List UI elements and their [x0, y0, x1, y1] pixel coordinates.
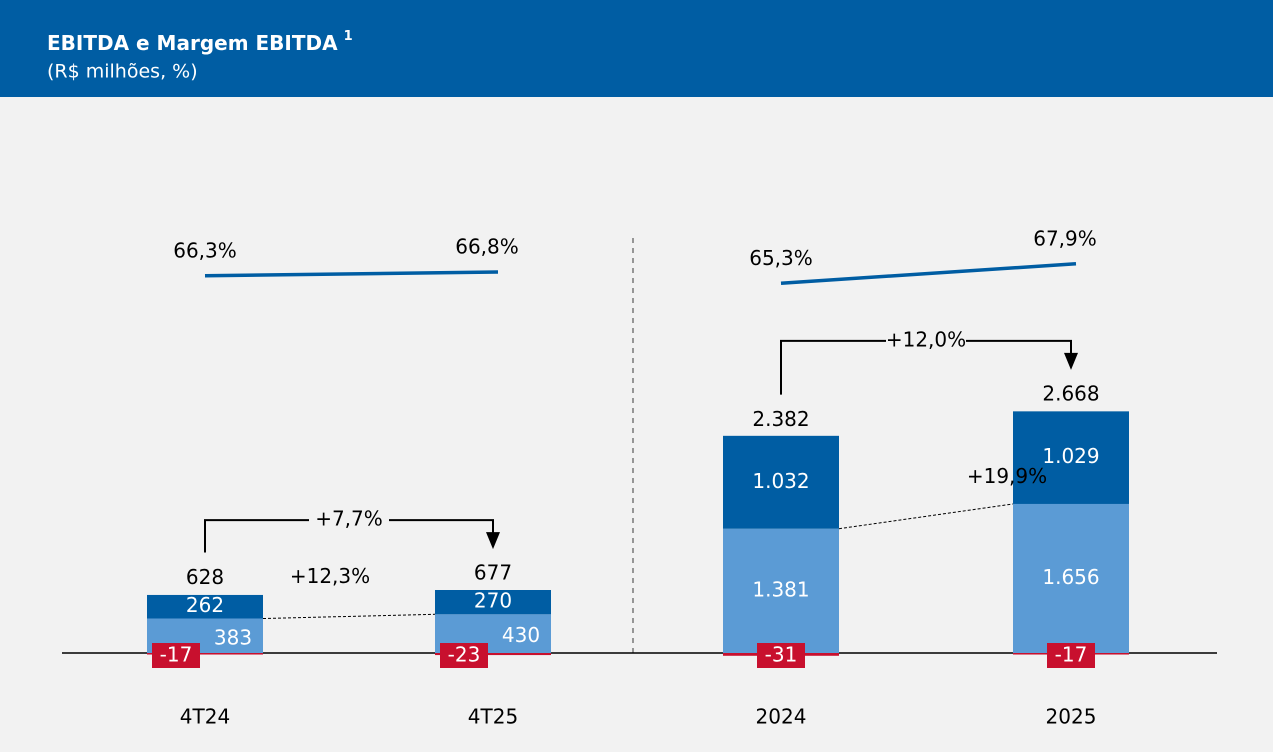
data-label: 383 — [214, 625, 252, 649]
data-label: -17 — [1055, 643, 1088, 667]
x-tick-label: 2024 — [756, 705, 807, 729]
data-label: 262 — [186, 593, 224, 617]
margin-label: 66,8% — [455, 235, 519, 259]
x-tick-label: 4T24 — [180, 705, 230, 729]
total-label: 628 — [186, 565, 224, 589]
bar-segment — [435, 590, 551, 615]
title-text: EBITDA e Margem EBITDA — [47, 31, 338, 55]
growth-label: +7,7% — [315, 507, 383, 531]
margin-line — [204, 270, 499, 278]
x-tick-label: 4T25 — [468, 705, 518, 729]
negative-label-box — [1047, 643, 1095, 668]
bar-segment — [147, 594, 263, 619]
growth-arrow — [1064, 352, 1078, 370]
footnote-mark: 1 — [344, 29, 353, 44]
bar-segment — [147, 653, 263, 655]
data-label: 1.656 — [1042, 565, 1099, 589]
growth-label: +12,0% — [886, 327, 966, 351]
data-label: 1.381 — [752, 577, 809, 601]
data-label: 1.029 — [1042, 444, 1099, 468]
base-connector — [838, 503, 1014, 530]
bar-segment — [1013, 503, 1129, 653]
bar-segment — [723, 528, 839, 653]
growth-label: +12,3% — [290, 564, 370, 588]
bar-segment — [435, 653, 551, 656]
data-label: -17 — [160, 643, 193, 667]
growth-label-bg — [886, 328, 966, 353]
negative-label-box — [757, 643, 805, 668]
data-label: 430 — [502, 623, 540, 647]
total-label: 677 — [474, 561, 512, 585]
margin-label: 66,3% — [173, 238, 237, 262]
data-label: -31 — [765, 643, 798, 667]
growth-label: +19,9% — [967, 464, 1047, 488]
data-label: 1.032 — [752, 469, 809, 493]
chart-title: EBITDA e Margem EBITDA 1 — [47, 29, 353, 55]
margin-line — [780, 262, 1077, 285]
total-label: 2.382 — [752, 407, 809, 431]
negative-label-box — [440, 643, 488, 668]
total-label: 2.668 — [1042, 381, 1099, 405]
negative-label-box — [152, 643, 200, 668]
bar-segment — [1013, 411, 1129, 504]
header — [0, 0, 1273, 97]
growth-arrow — [486, 532, 500, 550]
bar-segment — [723, 435, 839, 529]
data-label: -23 — [448, 643, 481, 667]
margin-label: 65,3% — [749, 246, 813, 270]
data-label: 270 — [474, 589, 512, 613]
margin-label: 67,9% — [1033, 226, 1097, 250]
base-connector — [262, 613, 436, 620]
growth-label-bg — [309, 508, 389, 533]
x-tick-label: 2025 — [1046, 705, 1097, 729]
subtitle: (R$ milhões, %) — [47, 61, 198, 83]
